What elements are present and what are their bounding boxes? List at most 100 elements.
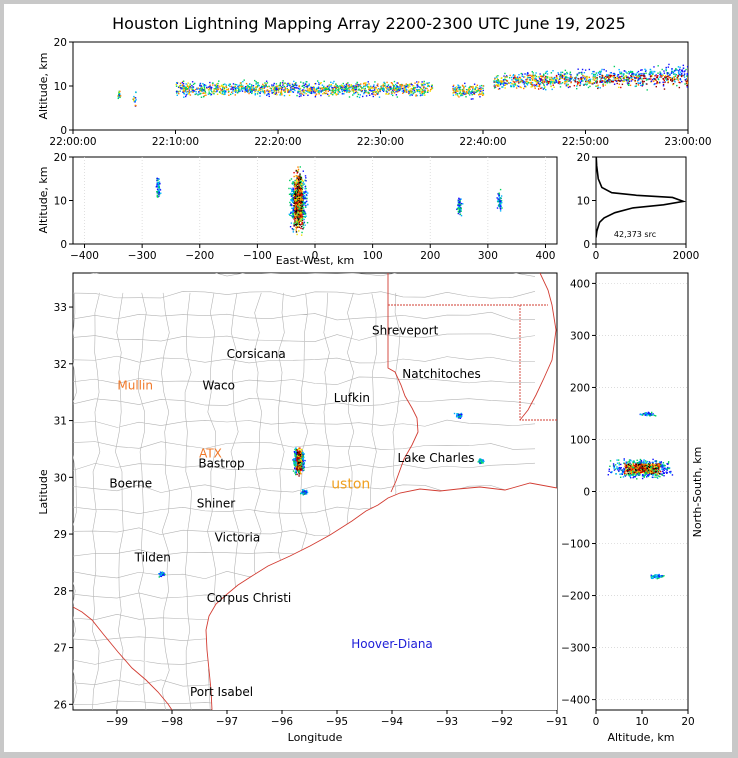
north-south-xlabel: Altitude, km <box>607 731 674 744</box>
east-west-xlabel: East-West, km <box>276 254 354 267</box>
plan-view-ytick-label: 29 <box>54 529 67 541</box>
altitude-histogram-panel: 42,373 src 0 2000 0 10 20 <box>577 152 700 262</box>
histogram-source-count: 42,373 src <box>614 230 656 239</box>
map-label: Port Isabel <box>190 685 253 699</box>
east-west-xtick-label: −300 <box>128 250 157 262</box>
time-height-xtick-label: 22:10:00 <box>152 136 199 148</box>
east-west-xtick-label: 0 <box>312 250 319 262</box>
plan-view-ytick-label: 32 <box>54 359 67 371</box>
plan-view-ytick-label: 30 <box>54 472 67 484</box>
gulf-water <box>206 483 557 710</box>
north-south-ytick-label: −100 <box>561 539 590 551</box>
east-west-xtick-label: −100 <box>243 250 272 262</box>
north-south-xtick-label: 20 <box>681 716 694 728</box>
plan-view-xlabel: Longitude <box>288 731 343 744</box>
north-south-ytick-label: 400 <box>570 278 590 290</box>
north-south-ytick-label: −300 <box>561 643 590 655</box>
time-height-panel: Altitude, km 22:00:00 22:10:00 22:20:00 22:… <box>37 37 712 148</box>
state-border-line <box>387 273 419 493</box>
map-label: ATX <box>199 446 222 460</box>
east-west-ytick-label: 10 <box>54 196 67 208</box>
map-label: Lufkin <box>334 391 370 405</box>
plan-view-sources <box>158 412 485 578</box>
map-label: Corpus Christi <box>207 591 292 605</box>
east-west-sources <box>155 166 503 236</box>
plan-view-ytick-label: 27 <box>54 643 67 655</box>
north-south-ytick-label: 100 <box>570 434 590 446</box>
plan-view-panel: Shreveport Corsicana Mullin Waco Natchitoche… <box>37 272 568 744</box>
map-label: Shreveport <box>372 323 439 337</box>
north-south-ylabel: North-South, km <box>691 447 704 538</box>
plan-view-xtick-label: −92 <box>491 716 513 728</box>
plan-view-xtick-label: −93 <box>436 716 458 728</box>
east-west-xtick-label: 200 <box>420 250 440 262</box>
map-label: Boerne <box>109 477 152 491</box>
east-west-ytick-label: 20 <box>54 152 67 164</box>
histogram-ytick-label: 0 <box>583 239 590 251</box>
north-south-xtick-label: 0 <box>593 716 600 728</box>
plan-view-xtick-label: −91 <box>546 716 568 728</box>
figure-title: Houston Lightning Mapping Array 2200-230… <box>112 14 626 33</box>
map-place-labels: Shreveport Corsicana Mullin Waco Natchitoche… <box>109 323 480 699</box>
east-west-ytick-label: 0 <box>60 239 67 251</box>
histogram-xtick-label: 0 <box>593 250 600 262</box>
north-south-ytick-label: 300 <box>570 330 590 342</box>
histogram-ytick-label: 10 <box>577 196 590 208</box>
east-west-xtick-label: 100 <box>363 250 383 262</box>
east-west-xtick-label: −400 <box>70 250 99 262</box>
map-label: Mullin <box>117 378 153 392</box>
map-label: Corsicana <box>227 347 286 361</box>
plan-view-xtick-label: −97 <box>216 716 238 728</box>
plan-view-xtick-label: −96 <box>271 716 293 728</box>
east-west-xtick-label: 400 <box>535 250 555 262</box>
coastline <box>73 606 173 710</box>
histogram-axes <box>595 156 687 245</box>
map-label: Waco <box>203 378 235 392</box>
plan-view-ytick-label: 33 <box>54 302 67 314</box>
time-height-ytick-label: 10 <box>54 81 67 93</box>
map-label: Shiner <box>197 496 236 510</box>
time-height-ytick-label: 20 <box>54 37 67 49</box>
east-west-xtick-label: −200 <box>185 250 214 262</box>
time-height-xtick-label: 22:20:00 <box>254 136 301 148</box>
plan-view-xtick-label: −99 <box>106 716 128 728</box>
map-label: Tilden <box>134 550 171 564</box>
plan-view-ytick-label: 28 <box>54 586 67 598</box>
county-lines <box>73 273 557 710</box>
time-height-xtick-label: 22:40:00 <box>459 136 506 148</box>
plan-view-ytick-label: 26 <box>54 699 68 711</box>
map-label: Hoover-Diana <box>351 637 433 651</box>
plan-view-xtick-label: −94 <box>381 716 403 728</box>
time-height-sources <box>117 63 688 107</box>
north-south-panel: Altitude, km North-South, km 0 10 20 −400 −3… <box>561 272 704 744</box>
map-label: Bastrop <box>198 457 244 471</box>
time-height-xtick-label: 22:50:00 <box>562 136 609 148</box>
east-west-ylabel: Altitude, km <box>37 166 50 233</box>
plan-view-xtick-label: −98 <box>161 716 183 728</box>
north-south-ytick-label: −400 <box>561 695 590 707</box>
plan-view-ytick-label: 31 <box>54 416 67 428</box>
plan-view-ylabel: Latitude <box>37 469 50 515</box>
north-south-xtick-label: 10 <box>635 716 648 728</box>
map-label: uston <box>331 477 370 493</box>
coastline <box>205 482 557 710</box>
map-geography: Shreveport Corsicana Mullin Waco Natchitoche… <box>73 273 557 710</box>
east-west-panel: Altitude, km East-West, km −400 −300 −200 −… <box>37 152 558 267</box>
map-label: Victoria <box>215 530 261 544</box>
north-south-sources <box>607 411 674 580</box>
time-height-xtick-label: 23:00:00 <box>664 136 711 148</box>
histogram-line <box>596 157 686 238</box>
north-south-ytick-label: −200 <box>561 591 590 603</box>
time-height-ylabel: Altitude, km <box>37 52 50 119</box>
north-south-ytick-label: 200 <box>570 382 590 394</box>
time-height-xtick-label: 22:30:00 <box>357 136 404 148</box>
east-west-axes <box>72 156 558 245</box>
plan-view-xtick-label: −95 <box>326 716 348 728</box>
time-height-ytick-label: 0 <box>60 125 67 137</box>
state-border-line <box>519 273 557 421</box>
map-label: Natchitoches <box>402 367 480 381</box>
histogram-xtick-label: 2000 <box>673 250 700 262</box>
histogram-ytick-label: 20 <box>577 152 590 164</box>
east-west-xtick-label: 300 <box>478 250 498 262</box>
